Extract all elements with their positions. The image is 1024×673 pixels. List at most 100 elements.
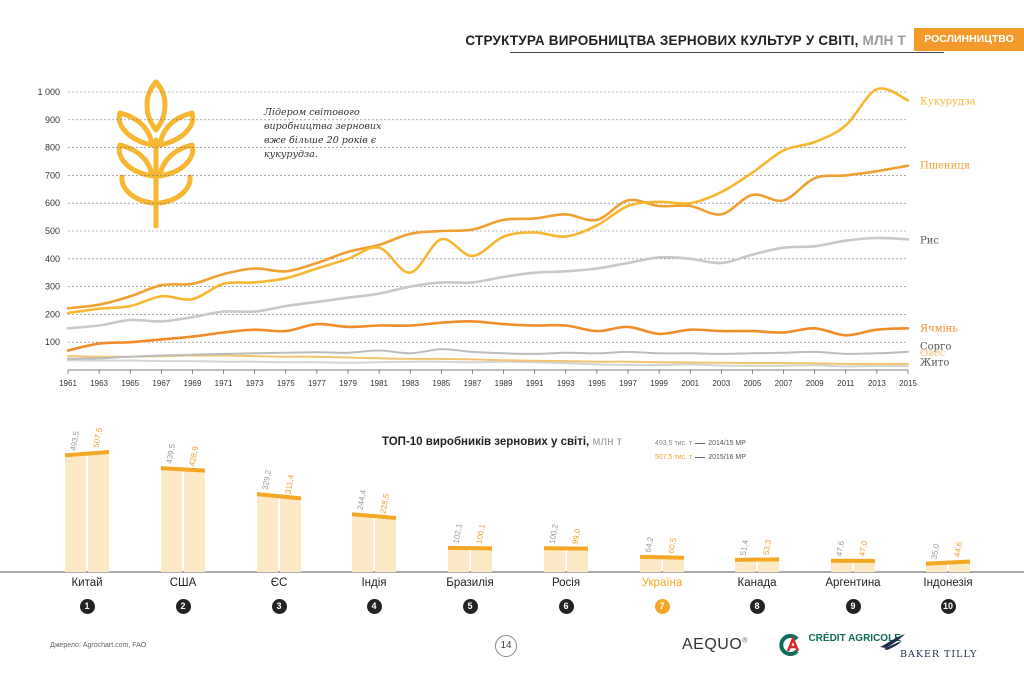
legend-label: 2014/15 МР — [708, 440, 746, 447]
x-tick-label: 1997 — [619, 379, 637, 388]
country-name: Індонезія — [923, 577, 973, 589]
x-tick-label: 1969 — [184, 379, 202, 388]
trend-cap — [256, 492, 302, 501]
bar — [65, 455, 86, 572]
baker-tilly-icon — [880, 634, 905, 650]
bar — [949, 561, 970, 572]
x-tick-label: 1993 — [557, 379, 575, 388]
country-item: Канада 8 — [702, 577, 812, 614]
x-tick-label: 1999 — [650, 379, 668, 388]
country-item: США 2 — [128, 577, 238, 614]
bar-value-label: 44,6 — [953, 540, 965, 557]
legend-item-2014: 493,5 тис. т 2014/15 МР — [655, 440, 746, 447]
country-name: Бразилія — [446, 577, 494, 589]
x-tick-label: 2001 — [681, 379, 699, 388]
country-name: Канада — [737, 577, 777, 589]
series-line — [67, 359, 909, 368]
rank-badge: 5 — [462, 599, 478, 614]
series-label: Овес — [920, 348, 946, 359]
bar-value-label: 100,2 — [548, 523, 560, 545]
country-name: Україна — [641, 577, 683, 589]
country-item: Бразилія 5 — [415, 577, 525, 614]
bar — [471, 548, 492, 572]
series-line — [66, 87, 910, 315]
country-item: Росія 6 — [511, 577, 621, 614]
legend-value: 493,5 тис. т — [655, 440, 693, 447]
bar-value-label: 64,2 — [644, 536, 656, 553]
x-tick-label: 1973 — [246, 379, 264, 388]
legend-item-2015: 507,5 тис. т 2015/16 МР — [655, 454, 746, 461]
baker-tilly-text: BAKER TILLY — [900, 649, 978, 660]
y-tick-label: 400 — [45, 254, 60, 264]
bar-value-label: 51,4 — [739, 539, 751, 556]
y-tick-label: 600 — [45, 198, 60, 208]
aequo-logo-text: AEQUO — [682, 636, 743, 653]
bar-value-label: 439,5 — [165, 443, 177, 465]
bar — [663, 557, 684, 572]
header-title-unit: МЛН Т — [862, 33, 906, 48]
bar-value-label: 99,0 — [571, 527, 583, 544]
x-tick-label: 2015 — [899, 379, 917, 388]
x-tick-label: 2003 — [712, 379, 730, 388]
x-tick-label: 1977 — [308, 379, 326, 388]
y-tick-label: 500 — [45, 226, 60, 236]
series-lines — [66, 87, 910, 368]
callout-text: Лідером світового виробництва зернових в… — [264, 107, 382, 160]
bar — [567, 548, 588, 572]
y-tick-label: 300 — [45, 282, 60, 292]
x-tick-label: 1981 — [370, 379, 388, 388]
series-label: Пшениця — [920, 160, 970, 171]
credit-agricole-logo: CRÉDIT AGRICOLE — [779, 633, 901, 656]
credit-agricole-icon — [779, 634, 800, 656]
bar — [544, 548, 565, 572]
country-name: ЄС — [270, 577, 288, 589]
x-tick-label: 2005 — [744, 379, 762, 388]
rank-badge: 6 — [558, 599, 574, 614]
top10-title-text: ТОП-10 виробників зернових у світі, — [382, 436, 590, 448]
trend-cap — [925, 559, 971, 566]
x-tick-label: 1989 — [495, 379, 513, 388]
x-tick-label: 1971 — [215, 379, 233, 388]
x-tick-label: 1985 — [432, 379, 450, 388]
x-tick-label: 1963 — [90, 379, 108, 388]
bar-value-label: 228,5 — [379, 492, 391, 514]
bar-value-label: 507,5 — [92, 427, 104, 449]
bar — [640, 556, 661, 572]
x-tick-label: 1967 — [152, 379, 170, 388]
trend-cap — [64, 450, 110, 458]
bar-value-label: 329,2 — [261, 469, 273, 491]
y-tick-label: 800 — [45, 143, 60, 153]
country-item: Індія 4 — [319, 577, 429, 614]
bar — [352, 514, 373, 572]
rank-badge: 4 — [366, 599, 382, 614]
bar-value-label: 102,1 — [452, 522, 464, 544]
series-line — [67, 354, 909, 365]
header-divider — [510, 52, 944, 53]
source-note: Джерело: Agrochart.com, FAO — [50, 642, 147, 649]
x-tick-label: 2011 — [837, 379, 855, 388]
baker-tilly-logo: BAKER TILLY — [878, 633, 977, 660]
country-name: Індія — [361, 577, 387, 589]
country-name: Китай — [71, 577, 103, 589]
bar — [735, 559, 756, 572]
series-line — [66, 320, 910, 352]
x-tick-label: 2007 — [775, 379, 793, 388]
rank-badge: 9 — [845, 599, 861, 614]
trend-cap — [351, 512, 397, 520]
bar — [161, 468, 182, 572]
bar — [88, 452, 109, 572]
section-badge[interactable]: РОСЛИННИЦТВО — [914, 28, 1024, 51]
y-tick-label: 900 — [45, 115, 60, 125]
y-tick-label: 200 — [45, 309, 60, 319]
x-tick-label: 1975 — [277, 379, 295, 388]
series-line — [67, 348, 909, 360]
bar — [831, 560, 852, 572]
x-tick-label: 1991 — [526, 379, 544, 388]
series-line — [66, 164, 910, 310]
series-line — [66, 236, 910, 330]
country-item: Китай 1 — [32, 577, 142, 614]
bar-value-label: 244,4 — [356, 489, 368, 511]
